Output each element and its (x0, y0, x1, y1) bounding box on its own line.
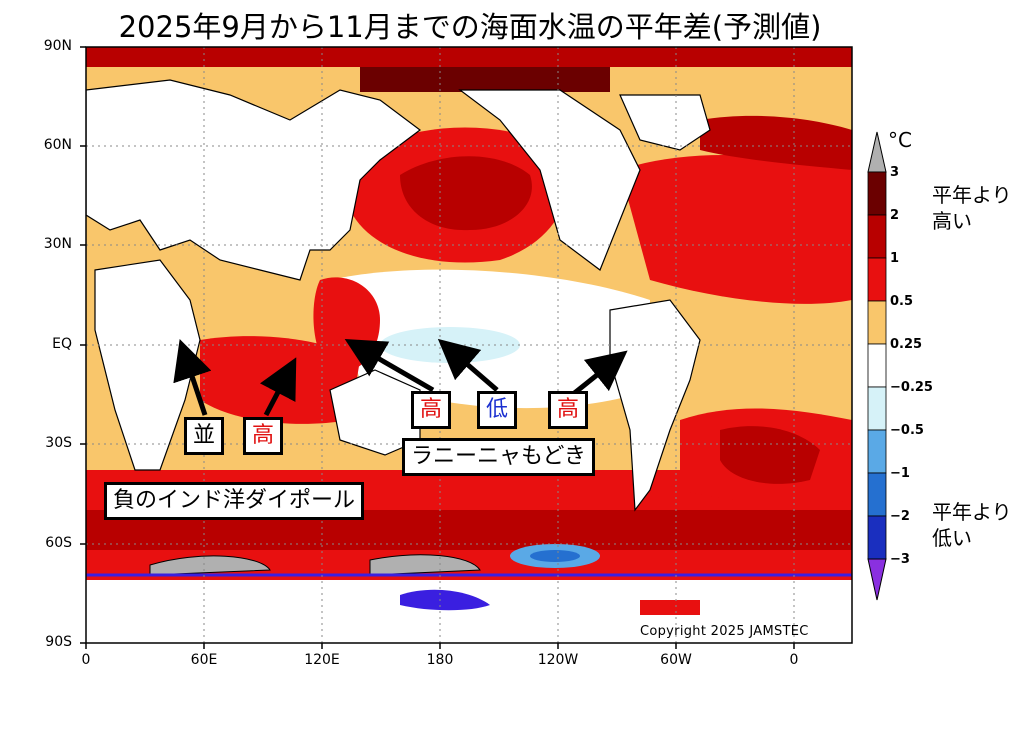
colorbar-tick: 1 (890, 251, 900, 266)
colorbar-high-note-line2: 高い (932, 209, 972, 233)
label-eastern-pacific: 高 (548, 391, 589, 429)
lon-label: 0 (789, 652, 799, 668)
lat-label: 30N (43, 236, 72, 252)
lat-label: 60S (45, 535, 72, 551)
lat-label: EQ (52, 336, 72, 352)
colorbar-tick: −2 (890, 509, 910, 524)
colorbar-tick: 2 (890, 208, 900, 223)
colorbar-high-note: 平年より 高い (932, 182, 1012, 234)
colorbar-tick: 0.5 (890, 294, 914, 309)
colorbar-low-note-line1: 平年より (932, 500, 1012, 524)
colorbar-tick: −0.25 (890, 380, 933, 395)
copyright-text: Copyright 2025 JAMSTEC (640, 624, 809, 639)
label-la-nina-modoki: ラニーニャもどき (402, 438, 595, 476)
label-negative-iod: 負のインド洋ダイポール (104, 482, 365, 520)
lon-label: 120E (304, 652, 340, 668)
lon-label: 180 (426, 652, 454, 668)
colorbar-high-note-line1: 平年より (932, 183, 1012, 207)
label-western-pacific: 高 (411, 391, 452, 429)
label-eastern-indian-ocean: 高 (243, 417, 284, 455)
lat-label: 90S (45, 634, 72, 650)
colorbar-tick: 3 (890, 165, 900, 180)
label-western-indian-ocean: 並 (184, 417, 225, 455)
lat-label: 30S (45, 435, 72, 451)
lat-label: 60N (43, 137, 72, 153)
colorbar (867, 131, 887, 601)
colorbar-tick: −1 (890, 466, 910, 481)
colorbar-low-note: 平年より 低い (932, 499, 1012, 551)
label-central-pacific: 低 (477, 391, 518, 429)
colorbar-tick: −3 (890, 552, 910, 567)
colorbar-tick: −0.5 (890, 423, 924, 438)
colorbar-tick: 0.25 (890, 337, 923, 352)
lon-label: 0 (81, 652, 91, 668)
colorbar-low-note-line2: 低い (932, 526, 972, 550)
colorbar-unit: °C (888, 128, 912, 152)
lon-label: 60W (660, 652, 692, 668)
annotation-arrows (173, 338, 628, 417)
lon-label: 60E (190, 652, 218, 668)
lon-label: 120W (537, 652, 579, 668)
lat-label: 90N (43, 38, 72, 54)
map-title: 2025年9月から11月までの海面水温の平年差(予測値) (118, 10, 822, 44)
